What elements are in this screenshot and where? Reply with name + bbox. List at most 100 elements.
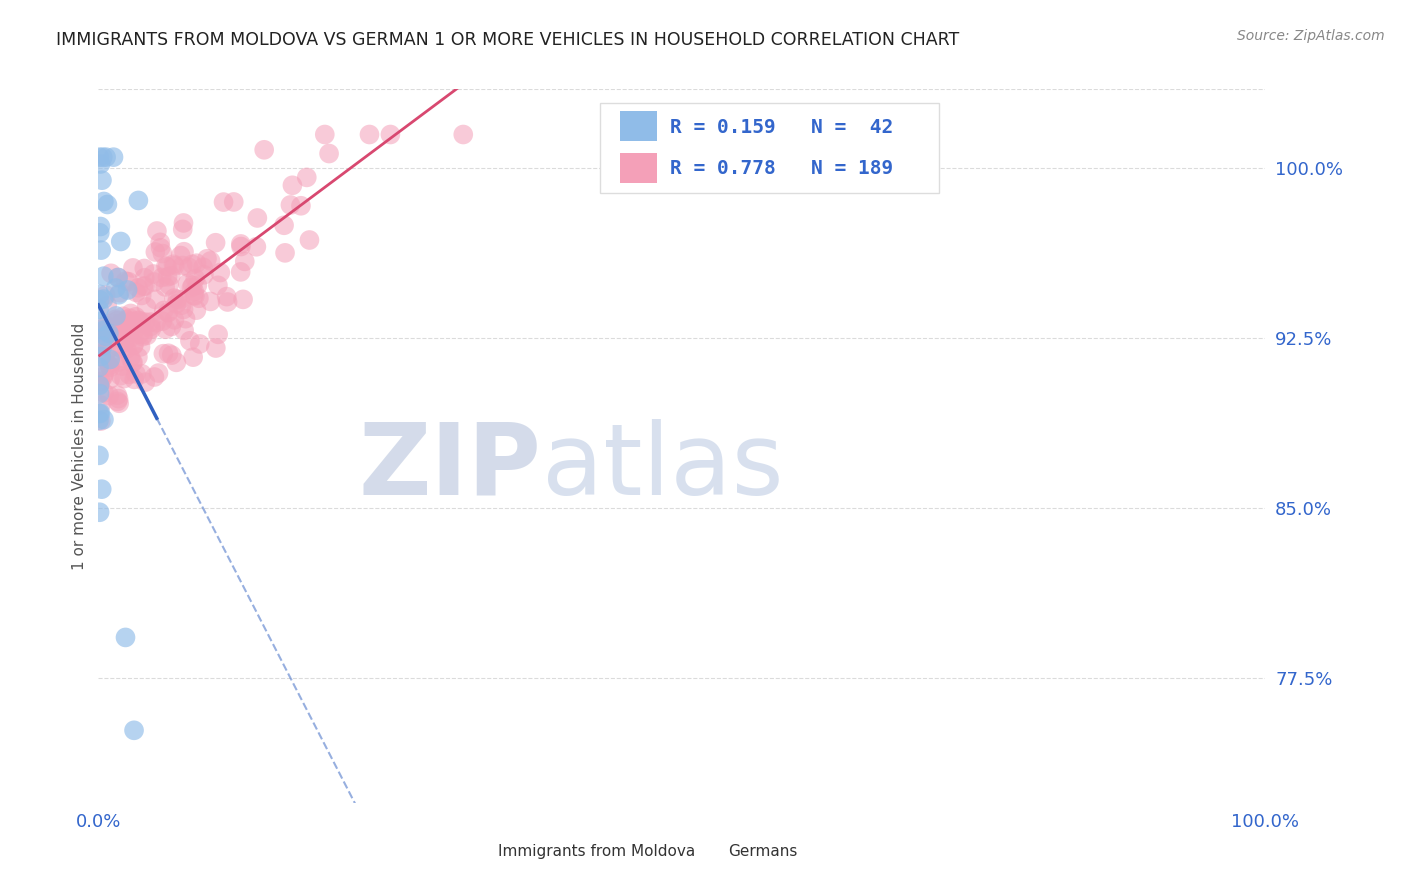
- Point: [90, 157, 112, 171]
- Point: [124, 372, 146, 386]
- Point: [174, 311, 197, 326]
- Point: [117, 275, 139, 289]
- Point: [94, 150, 117, 164]
- Bar: [697, 840, 723, 862]
- Point: [98, 359, 121, 373]
- Point: [107, 326, 129, 340]
- Point: [91, 339, 114, 353]
- Point: [128, 326, 150, 341]
- Point: [163, 291, 186, 305]
- Point: [89, 219, 111, 234]
- Point: [188, 337, 211, 351]
- Point: [121, 314, 143, 328]
- Point: [87, 315, 110, 329]
- Text: Source: ZipAtlas.com: Source: ZipAtlas.com: [1237, 29, 1385, 43]
- Point: [157, 277, 180, 292]
- Bar: [620, 153, 658, 183]
- Text: Immigrants from Moldova: Immigrants from Moldova: [498, 844, 695, 859]
- Point: [157, 346, 180, 360]
- Point: [131, 367, 153, 381]
- Point: [191, 260, 214, 275]
- Point: [96, 197, 118, 211]
- Point: [181, 257, 204, 271]
- Point: [184, 289, 207, 303]
- Point: [93, 269, 115, 284]
- Point: [229, 236, 252, 251]
- Point: [165, 297, 187, 311]
- Point: [107, 330, 129, 344]
- Point: [93, 412, 115, 426]
- Point: [173, 216, 195, 230]
- Point: [107, 270, 129, 285]
- Point: [233, 254, 256, 268]
- Point: [134, 315, 156, 329]
- Point: [186, 256, 208, 270]
- Point: [105, 319, 128, 334]
- Point: [125, 367, 148, 381]
- Point: [181, 278, 204, 293]
- Point: [139, 319, 162, 334]
- Point: [93, 369, 115, 384]
- Point: [90, 243, 112, 257]
- Point: [173, 244, 195, 259]
- Point: [93, 292, 115, 306]
- Point: [152, 246, 174, 260]
- Point: [96, 344, 118, 359]
- Point: [148, 366, 170, 380]
- Point: [100, 266, 122, 280]
- Point: [104, 325, 127, 339]
- Point: [134, 375, 156, 389]
- Point: [229, 239, 252, 253]
- Point: [152, 314, 174, 328]
- Point: [159, 268, 181, 283]
- Point: [187, 291, 209, 305]
- Point: [212, 195, 235, 210]
- Point: [170, 298, 193, 312]
- Point: [90, 375, 112, 389]
- Point: [295, 170, 318, 185]
- Point: [105, 314, 128, 328]
- Text: ZIP: ZIP: [359, 419, 541, 516]
- Point: [215, 289, 238, 303]
- Point: [149, 235, 172, 250]
- Point: [91, 150, 114, 164]
- Point: [222, 194, 245, 209]
- Point: [112, 371, 135, 385]
- Point: [91, 326, 114, 340]
- Point: [122, 355, 145, 369]
- Point: [96, 322, 118, 336]
- Point: [93, 323, 115, 337]
- Y-axis label: 1 or more Vehicles in Household: 1 or more Vehicles in Household: [72, 322, 87, 570]
- Point: [91, 173, 114, 187]
- Text: IMMIGRANTS FROM MOLDOVA VS GERMAN 1 OR MORE VEHICLES IN HOUSEHOLD CORRELATION CH: IMMIGRANTS FROM MOLDOVA VS GERMAN 1 OR M…: [56, 31, 959, 49]
- Point: [101, 316, 124, 330]
- Point: [318, 146, 340, 161]
- Point: [93, 194, 115, 209]
- Point: [122, 338, 145, 352]
- Point: [150, 270, 173, 285]
- Point: [120, 351, 142, 365]
- Point: [209, 266, 232, 280]
- Point: [122, 325, 145, 339]
- Point: [129, 340, 152, 354]
- Point: [169, 293, 191, 307]
- Point: [180, 281, 202, 295]
- Point: [108, 396, 131, 410]
- Point: [160, 319, 183, 334]
- Text: Germans: Germans: [728, 844, 799, 859]
- Point: [122, 337, 145, 351]
- Point: [118, 332, 141, 346]
- Point: [87, 360, 110, 375]
- Point: [280, 198, 302, 212]
- Point: [107, 392, 129, 406]
- FancyBboxPatch shape: [600, 103, 939, 193]
- Point: [179, 334, 201, 348]
- Point: [217, 295, 239, 310]
- Point: [121, 356, 143, 370]
- Point: [87, 413, 110, 427]
- Point: [89, 378, 111, 392]
- Point: [314, 128, 336, 142]
- Point: [183, 288, 205, 302]
- Point: [186, 303, 208, 318]
- Text: atlas: atlas: [541, 419, 783, 516]
